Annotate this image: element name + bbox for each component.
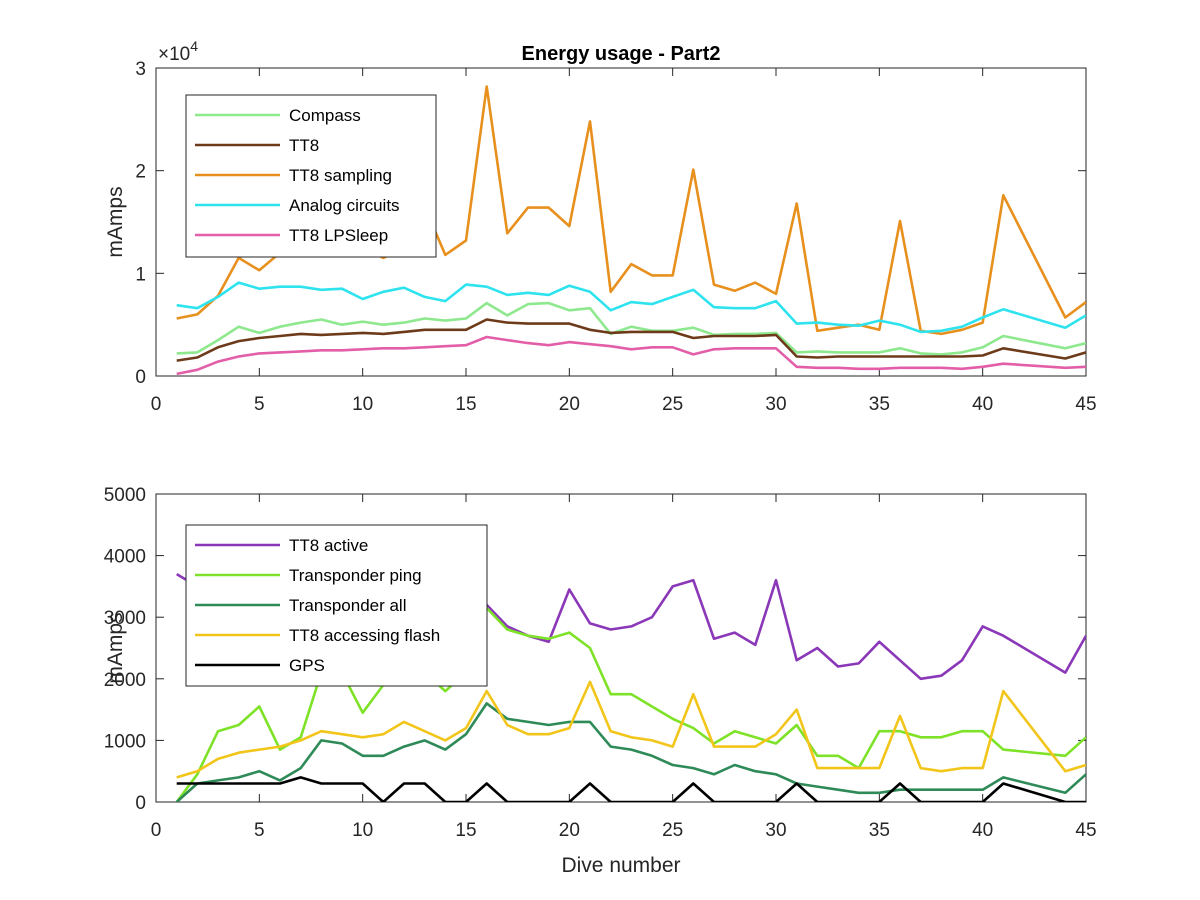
x-tick-label: 35	[869, 820, 890, 841]
y-axis-label: mAmps	[104, 612, 127, 683]
y-tick-label: 2	[135, 162, 146, 183]
x-tick-label: 20	[559, 394, 580, 415]
x-tick-label: 15	[455, 820, 476, 841]
series-line-gps	[176, 776, 1086, 802]
y-exponent-power: 4	[190, 38, 198, 54]
series-line-transponder-all	[175, 702, 1086, 802]
series-line-tt8-accessing-flash	[176, 680, 1086, 779]
x-tick-label: 30	[765, 394, 786, 415]
chart-title: Energy usage - Part2	[522, 43, 721, 65]
y-tick-label: 3	[135, 59, 146, 80]
legend: Compass TT8 TT8 sampling Analog circuits TT8…	[185, 94, 437, 258]
x-tick-label: 5	[254, 820, 265, 841]
x-tick-label: 0	[151, 820, 162, 841]
x-tick-label: 0	[151, 394, 162, 415]
legend-entry: Analog circuits	[289, 196, 400, 215]
y-exponent-label: ×104	[158, 38, 198, 65]
y-tick-label: 1000	[104, 731, 146, 752]
x-tick-label: 35	[869, 394, 890, 415]
legend-entry: TT8 LPSleep	[289, 226, 388, 245]
y-axis-label: mAmps	[104, 186, 127, 257]
x-axis-label: Dive number	[561, 854, 680, 877]
x-tick-label: 10	[352, 820, 373, 841]
x-tick-label: 10	[352, 394, 373, 415]
x-tick-label: 20	[559, 820, 580, 841]
x-tick-label: 45	[1075, 394, 1096, 415]
legend-entry: TT8 accessing flash	[289, 626, 440, 645]
legend-entry: Compass	[289, 106, 361, 125]
y-tick-label: 2000	[104, 670, 146, 691]
x-tick-label: 25	[662, 394, 683, 415]
series-line-tt8	[176, 318, 1086, 362]
y-tick-label: 3000	[104, 608, 146, 629]
y-tick-label: 1	[135, 264, 146, 285]
x-tick-label: 15	[455, 394, 476, 415]
x-tick-label: 25	[662, 820, 683, 841]
x-tick-label: 30	[765, 820, 786, 841]
y-tick-label: 0	[135, 367, 146, 388]
x-tick-label: 40	[972, 820, 993, 841]
x-tick-label: 45	[1075, 820, 1096, 841]
series-line-analog-circuits	[176, 281, 1086, 334]
legend: TT8 active Transponder ping Transponder al…	[185, 524, 488, 687]
chart-panel-1: 0 5 10 15 20 25 30 35 40 45 0 1 2 3 ×104 Energy usage -…	[104, 38, 1097, 415]
y-tick-label: 5000	[104, 485, 146, 506]
series-line-tt8-lpsleep	[176, 335, 1086, 376]
legend-entry: Transponder ping	[289, 566, 422, 585]
y-tick-label: 0	[135, 793, 146, 814]
legend-entry: Transponder all	[289, 596, 407, 615]
legend-entry: TT8	[289, 136, 319, 155]
x-tick-label: 5	[254, 394, 265, 415]
legend-entry: TT8 active	[289, 536, 368, 555]
legend-entry: TT8 sampling	[289, 166, 392, 185]
legend-entry: GPS	[289, 656, 325, 675]
chart-panel-2: 0 5 10 15 20 25 30 35 40 45 0 1000 2000 3000 4000 5000 m…	[104, 485, 1097, 877]
y-tick-label: 4000	[104, 547, 146, 568]
x-tick-label: 40	[972, 394, 993, 415]
